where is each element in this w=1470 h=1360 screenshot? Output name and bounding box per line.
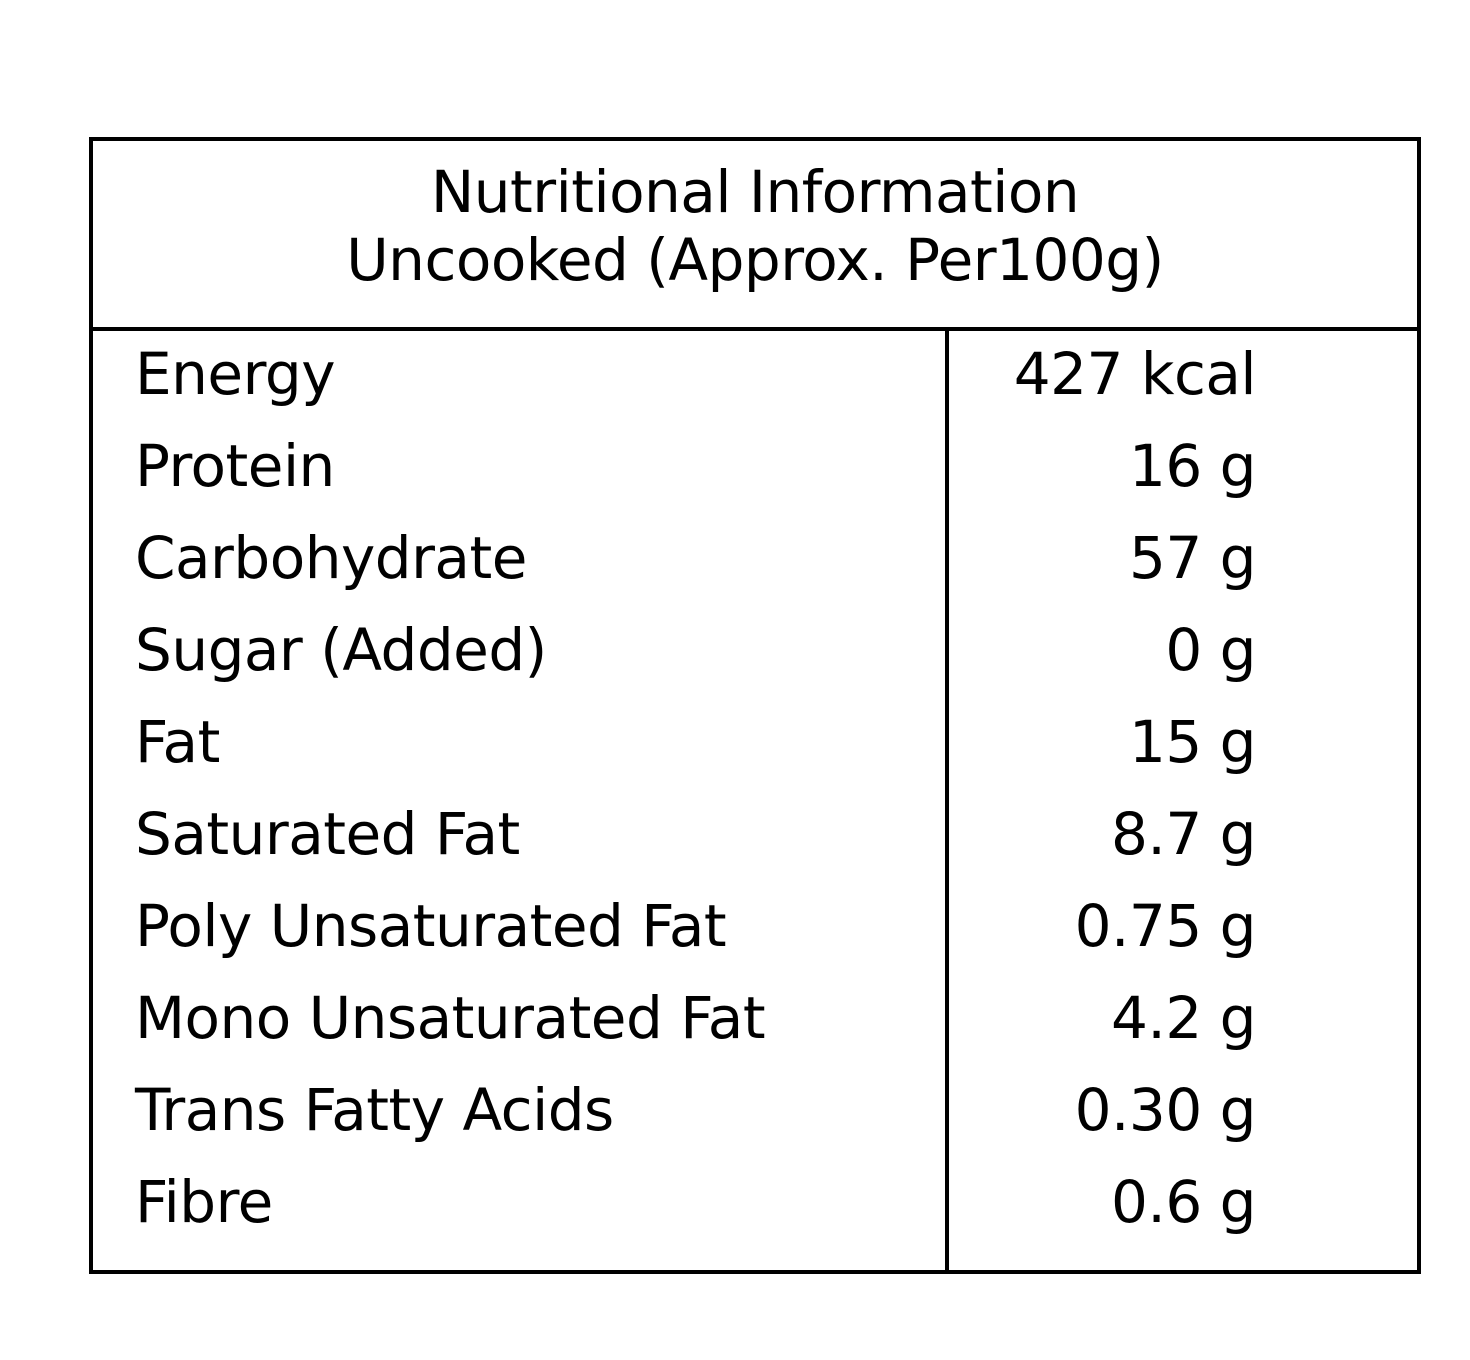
- nutrition-row-mono-unsaturated-fat: Mono Unsaturated Fat 4.2 g: [93, 975, 1417, 1067]
- nutrient-label: Trans Fatty Acids: [135, 1076, 614, 1144]
- nutrition-row-fat: Fat 15 g: [93, 699, 1417, 791]
- nutrient-amount: 0.6 g: [1111, 1168, 1257, 1236]
- nutrient-label: Poly Unsaturated Fat: [135, 892, 727, 960]
- nutrition-row-energy: Energy 427 kcal: [93, 331, 1417, 423]
- nutrient-label: Protein: [135, 432, 335, 500]
- nutrient-label: Saturated Fat: [135, 800, 520, 868]
- nutrient-amount: 0 g: [1165, 616, 1256, 684]
- nutrition-row-carbohydrate: Carbohydrate 57 g: [93, 515, 1417, 607]
- nutrition-subtitle: Uncooked (Approx. Per100g): [346, 226, 1164, 294]
- nutrient-label: Fibre: [135, 1168, 273, 1236]
- nutrition-row-protein: Protein 16 g: [93, 423, 1417, 515]
- nutrient-amount: 8.7 g: [1111, 800, 1257, 868]
- nutrient-amount: 427 kcal: [1013, 340, 1257, 408]
- nutrition-row-sugar-added: Sugar (Added) 0 g: [93, 607, 1417, 699]
- nutrient-amount: 57 g: [1128, 524, 1257, 592]
- nutrition-panel: Nutritional Information Uncooked (Approx…: [89, 137, 1421, 1274]
- nutrition-row-trans-fatty-acids: Trans Fatty Acids 0.30 g: [93, 1067, 1417, 1159]
- nutrition-title: Nutritional Information: [430, 158, 1080, 226]
- nutrient-amount: 4.2 g: [1111, 984, 1257, 1052]
- nutrient-amount: 0.30 g: [1074, 1076, 1257, 1144]
- nutrient-label: Mono Unsaturated Fat: [135, 984, 766, 1052]
- nutrient-label: Energy: [135, 340, 336, 408]
- nutrition-row-fibre: Fibre 0.6 g: [93, 1159, 1417, 1251]
- nutrient-amount: 16 g: [1128, 432, 1257, 500]
- nutrient-label: Sugar (Added): [135, 616, 547, 684]
- nutrition-header: Nutritional Information Uncooked (Approx…: [93, 141, 1417, 331]
- column-divider: [945, 331, 949, 1270]
- nutrient-label: Carbohydrate: [135, 524, 527, 592]
- nutrient-label: Fat: [135, 708, 220, 776]
- nutrient-amount: 0.75 g: [1074, 892, 1257, 960]
- nutrition-row-saturated-fat: Saturated Fat 8.7 g: [93, 791, 1417, 883]
- nutrient-amount: 15 g: [1128, 708, 1257, 776]
- nutrition-row-poly-unsaturated-fat: Poly Unsaturated Fat 0.75 g: [93, 883, 1417, 975]
